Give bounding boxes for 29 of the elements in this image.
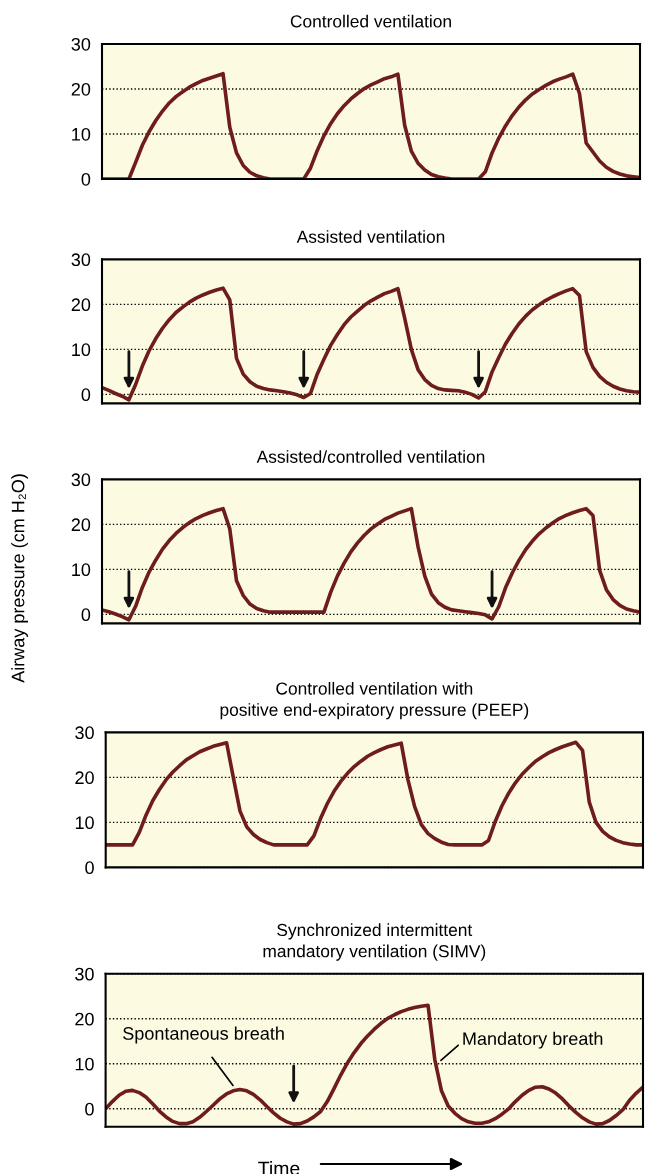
chart-title: Controlled ventilation xyxy=(290,14,451,28)
y-tick-label: 20 xyxy=(71,518,91,532)
y-tick-label: 20 xyxy=(75,1012,94,1026)
y-tick-label: 0 xyxy=(81,608,91,622)
annotation: Spontaneous breath xyxy=(123,1026,284,1044)
y-tick-label: 20 xyxy=(75,771,94,785)
y-tick-label: 30 xyxy=(71,253,91,267)
y-tick-label: 10 xyxy=(75,1057,94,1071)
y-tick-label: 0 xyxy=(81,172,91,186)
chart-title: Synchronized intermittent mandatory ventilation (SIMV) xyxy=(263,923,486,961)
chart-title: Controlled ventilation with positive end-expiratory pressure (PEEP) xyxy=(220,681,529,720)
y-tick-label: 10 xyxy=(72,563,91,577)
y-tick-label: 30 xyxy=(71,37,91,51)
y-tick-label: 0 xyxy=(85,861,94,875)
y-tick-label: 30 xyxy=(71,473,91,487)
y-tick-label: 10 xyxy=(72,127,91,141)
chart-title: Assisted ventilation xyxy=(296,230,445,243)
y-axis-title: Airway pressure (cm H₂O) xyxy=(11,474,28,683)
chart-title: Assisted/controlled ventilation xyxy=(256,450,485,463)
y-tick-label: 30 xyxy=(75,967,94,981)
annotation: Mandatory breath xyxy=(463,1031,603,1049)
y-tick-label: 20 xyxy=(71,298,91,312)
y-tick-label: 0 xyxy=(81,388,91,402)
y-tick-label: 10 xyxy=(75,816,94,830)
y-tick-label: 0 xyxy=(85,1102,94,1116)
y-tick-label: 30 xyxy=(75,726,94,740)
y-tick-label: 20 xyxy=(71,82,91,96)
y-tick-label: 10 xyxy=(72,343,91,357)
line-series xyxy=(105,740,643,847)
